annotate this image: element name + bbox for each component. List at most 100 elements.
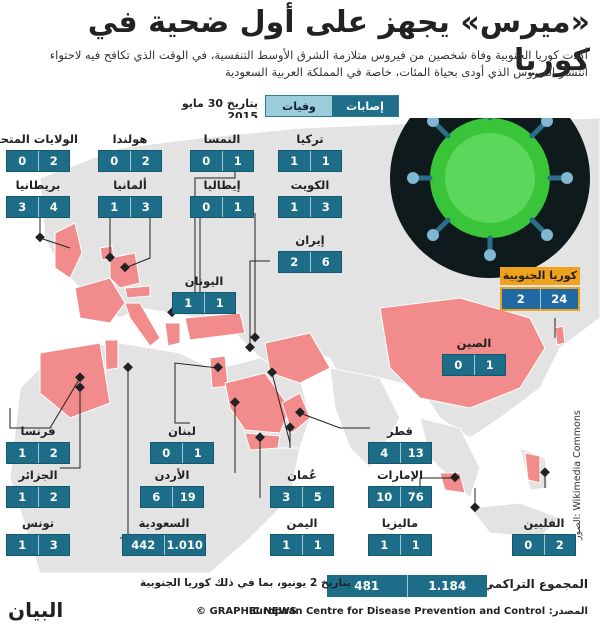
austria-shape bbox=[124, 285, 151, 299]
country-label-lebanon: لبنان bbox=[168, 424, 196, 438]
deaths-value: 0 bbox=[162, 446, 171, 460]
cases-value: 1 bbox=[181, 443, 214, 463]
deaths-value: 0 bbox=[202, 154, 211, 168]
country-box-malaysia: 1 1 bbox=[368, 534, 432, 556]
china-shape bbox=[379, 297, 546, 409]
cases-value: 1 bbox=[221, 151, 254, 171]
cases-value: 5 bbox=[301, 487, 334, 507]
country-box-philippines: 0 2 bbox=[512, 534, 576, 556]
country-label-iran: إيران bbox=[295, 233, 325, 247]
country-box-greece: 1 1 bbox=[172, 292, 236, 314]
legend: وفيات إصابات bbox=[265, 95, 399, 117]
country-box-yemen: 1 1 bbox=[270, 534, 334, 556]
country-label-saudi: السعودية bbox=[138, 516, 190, 530]
country-label-tunisia: تونس bbox=[21, 516, 55, 530]
cases-value: 2 bbox=[37, 443, 70, 463]
greece-shape bbox=[164, 322, 181, 347]
cumulative-box: 481 1.184 bbox=[327, 575, 487, 597]
country-box-china: 0 1 bbox=[442, 354, 506, 376]
country-box-uae: 10 76 bbox=[368, 486, 432, 508]
cases-value: 1 bbox=[309, 151, 342, 171]
country-box-oman: 3 5 bbox=[270, 486, 334, 508]
country-box-algeria: 1 2 bbox=[6, 486, 70, 508]
cases-value: 76 bbox=[399, 487, 432, 507]
deaths-value: 4 bbox=[380, 446, 389, 460]
country-box-usa: 0 2 bbox=[6, 150, 70, 172]
legend-cases: إصابات bbox=[332, 96, 398, 116]
country-box-uk: 3 4 bbox=[6, 196, 70, 218]
korea-shape bbox=[554, 325, 566, 346]
algeria-shape bbox=[39, 342, 111, 419]
country-label-kuwait: الكويت bbox=[290, 178, 330, 192]
cases-value: 1 bbox=[399, 535, 432, 555]
cases-value: 1 bbox=[203, 293, 236, 313]
country-label-philippines: الفلبين bbox=[523, 516, 565, 530]
deaths-value: 1 bbox=[18, 538, 27, 552]
country-label-malaysia: ماليزيا bbox=[381, 516, 419, 530]
country-label-usa: الولايات المتحدة bbox=[0, 132, 78, 146]
country-label-china: الصين bbox=[456, 336, 492, 350]
cumulative-label: المجموع التراكمي bbox=[482, 577, 588, 591]
country-box-netherlands: 0 2 bbox=[98, 150, 162, 172]
cases-value: 3 bbox=[37, 535, 70, 555]
country-box-france: 1 2 bbox=[6, 442, 70, 464]
deaths-value: 1 bbox=[18, 490, 27, 504]
cases-value: 19 bbox=[171, 487, 204, 507]
deaths-value: 3 bbox=[282, 490, 291, 504]
source-credit: المصدر: European Centre for Disease Prev… bbox=[248, 606, 588, 617]
albayan-logo: البيان bbox=[8, 598, 64, 622]
italy-shape bbox=[124, 302, 161, 347]
country-label-germany: ألمانيا bbox=[113, 178, 147, 192]
country-label-uk: بريطانيا bbox=[15, 178, 61, 192]
country-box-austria: 0 1 bbox=[190, 150, 254, 172]
image-credit: الصور: Wikimedia Commons bbox=[572, 410, 583, 540]
deaths-value: 1 bbox=[380, 538, 389, 552]
cases-value: 1 bbox=[301, 535, 334, 555]
cases-value: 2 bbox=[37, 487, 70, 507]
cumulative-deaths: 481 bbox=[354, 579, 380, 593]
country-label-turkey: تركيا bbox=[296, 132, 324, 146]
deaths-value: 1 bbox=[110, 200, 119, 214]
country-label-france: فرنسا bbox=[20, 424, 56, 438]
deaths-value: 0 bbox=[18, 154, 27, 168]
country-box-qatar: 4 13 bbox=[368, 442, 432, 464]
country-box-saudi: 442 1.010 bbox=[122, 534, 206, 556]
deaths-value: 2 bbox=[290, 255, 299, 269]
iran-shape bbox=[264, 332, 331, 384]
cases-value: 2 bbox=[129, 151, 162, 171]
virus-illustration bbox=[390, 118, 590, 278]
deaths-value: 6 bbox=[152, 490, 161, 504]
deaths-value: 1 bbox=[290, 154, 299, 168]
page-title: «ميرس» يجهز على أول ضحية في كوريا bbox=[87, 5, 590, 78]
deaths-value: 1 bbox=[282, 538, 291, 552]
philippines-shape bbox=[524, 452, 541, 484]
country-label-netherlands: هولندا bbox=[112, 132, 148, 146]
country-box-lebanon: 0 1 bbox=[150, 442, 214, 464]
cases-value: 6 bbox=[309, 252, 342, 272]
country-label-algeria: الجزائر bbox=[18, 468, 58, 482]
cumulative-note: بتاريخ 2 يونيو، بما في ذلك كوريا الجنوبي… bbox=[140, 577, 351, 589]
cases-value: 2 bbox=[37, 151, 70, 171]
cases-value: 24 bbox=[539, 289, 579, 309]
turkey-shape bbox=[184, 312, 246, 341]
cases-value: 1 bbox=[221, 197, 254, 217]
deaths-value: 442 bbox=[131, 538, 156, 552]
deaths-value: 1 bbox=[290, 200, 299, 214]
country-box-germany: 1 3 bbox=[98, 196, 162, 218]
country-box-iran: 2 6 bbox=[278, 251, 342, 273]
france-shape bbox=[74, 277, 126, 324]
deaths-value: 1 bbox=[184, 296, 193, 310]
cases-value: 2 bbox=[543, 535, 576, 555]
cases-value: 3 bbox=[309, 197, 342, 217]
graphic-news-credit: © GRAPHIC NEWS bbox=[196, 606, 297, 617]
deaths-value: 0 bbox=[202, 200, 211, 214]
country-label-jordan: الأردن bbox=[154, 468, 190, 482]
saudi-shape bbox=[224, 372, 291, 434]
country-label-uae: الإمارات bbox=[376, 468, 424, 482]
legend-deaths: وفيات bbox=[266, 96, 332, 116]
deaths-value: 0 bbox=[454, 358, 463, 372]
country-box-italy: 0 1 bbox=[190, 196, 254, 218]
cases-value: 13 bbox=[399, 443, 432, 463]
cases-value: 1 bbox=[473, 355, 506, 375]
country-box-turkey: 1 1 bbox=[278, 150, 342, 172]
